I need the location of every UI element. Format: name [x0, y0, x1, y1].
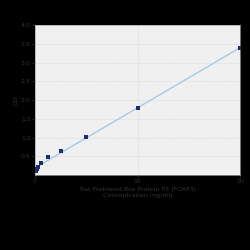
Point — [46, 155, 50, 160]
Point — [238, 46, 242, 50]
Point — [84, 135, 88, 139]
Point — [136, 106, 140, 110]
Point — [34, 168, 38, 172]
Point — [36, 165, 40, 169]
Point — [40, 161, 44, 165]
Point — [34, 169, 38, 173]
X-axis label: Rat Forkhead Box Protein P3 (FOXP3)
Concentration (ng/ml): Rat Forkhead Box Protein P3 (FOXP3) Conc… — [80, 187, 196, 198]
Point — [58, 148, 62, 152]
Y-axis label: OD: OD — [13, 95, 18, 105]
